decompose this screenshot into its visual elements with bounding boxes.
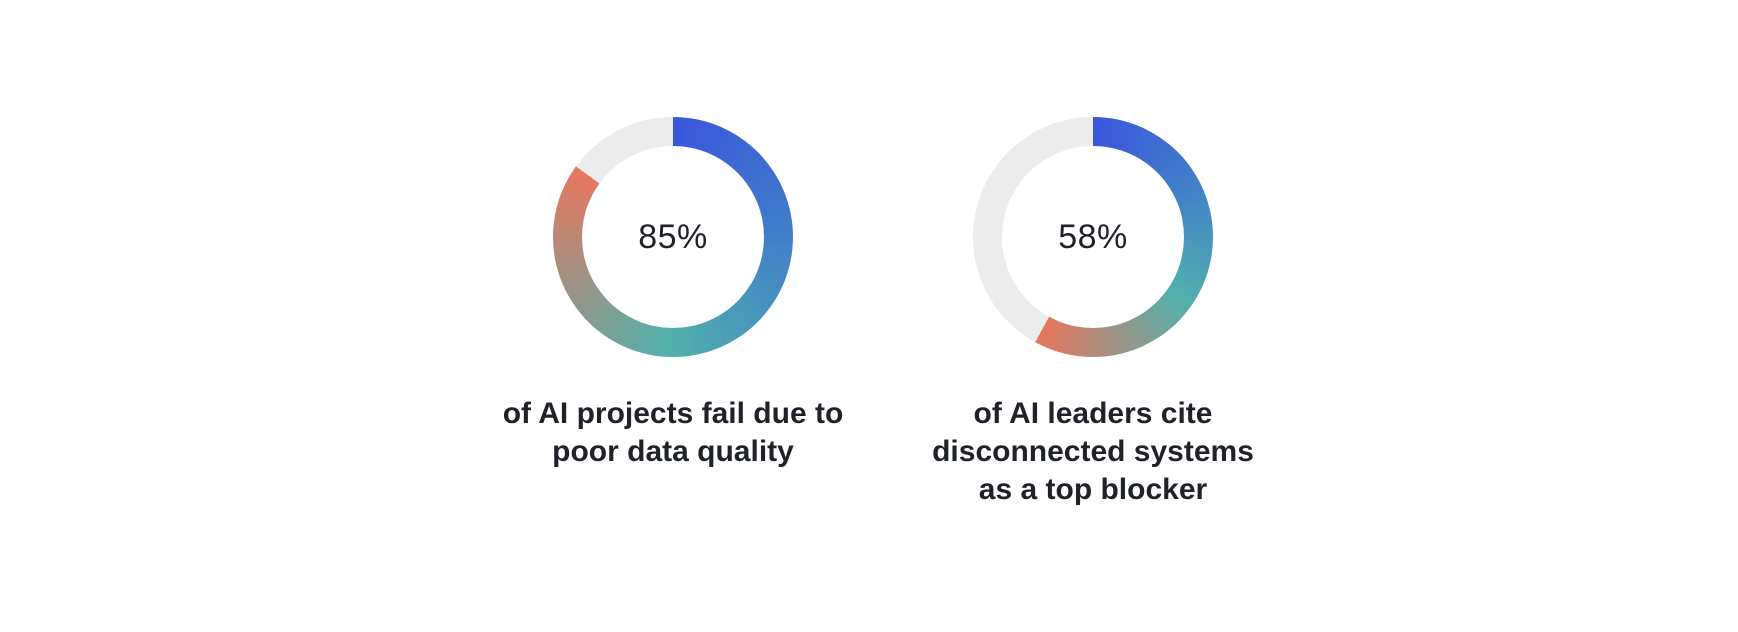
donut-hole: 85% (582, 146, 764, 328)
donut-chart-ai-leaders: 58% (973, 117, 1213, 357)
donut-chart-ai-projects: 85% (553, 117, 793, 357)
donut-percent-label: 58% (1058, 217, 1128, 256)
donut-caption: of AI leaders cite disconnected systems … (932, 397, 1254, 506)
stat-card-ai-leaders: 58% of AI leaders cite disconnected syst… (883, 117, 1303, 509)
donut-hole: 58% (1002, 146, 1184, 328)
stat-card-ai-projects: 85% of AI projects fail due to poor data… (463, 117, 883, 471)
charts-row: 85% of AI projects fail due to poor data… (14, 0, 1738, 509)
donut-percent-label: 85% (638, 217, 708, 256)
donut-caption: of AI projects fail due to poor data qua… (502, 397, 844, 468)
